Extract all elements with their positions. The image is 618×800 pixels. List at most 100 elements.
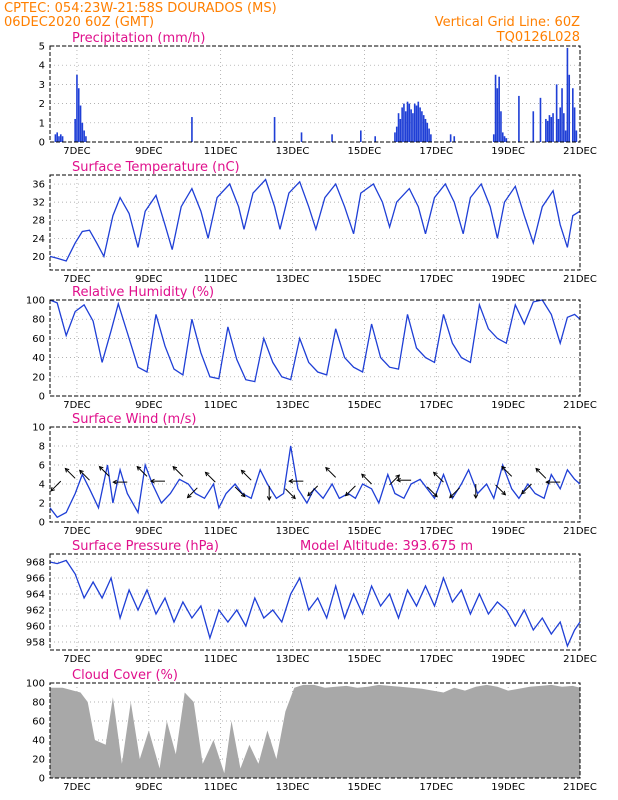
precip-bar (58, 136, 60, 142)
wind-arrow (78, 469, 90, 481)
precip-bar (563, 113, 565, 142)
cloud-xtick-label: 9DEC (135, 782, 162, 793)
precip-bar (428, 128, 430, 142)
wind-ytick-label: 0 (39, 518, 45, 529)
panels: Precipitation (mm/h) 0 1 2 3 4 5 7DEC 9DEC 11DEC 1… (26, 31, 597, 793)
wind-arrow (361, 473, 372, 485)
wind-xtick-label: 7DEC (63, 526, 90, 537)
wind-arrow-shaft (50, 480, 62, 492)
wind-arrow-shaft (521, 483, 532, 495)
precip-bar (498, 76, 500, 142)
wind-arrow-head (240, 469, 246, 475)
wind-arrow-shaft (426, 486, 438, 498)
cloud-ytick-label: 40 (32, 736, 45, 747)
pres-xtick-label: 11DEC (204, 654, 238, 665)
precip-bar (61, 136, 64, 142)
precip-bar (500, 111, 502, 142)
temp-series-line (49, 178, 581, 262)
wind-arrow (288, 478, 304, 484)
temp-xtick-label: 17DEC (419, 274, 453, 285)
cloud-xtick-label: 19DEC (491, 782, 525, 793)
precip-bar (496, 88, 499, 142)
precip-bar (56, 132, 58, 142)
rh-series-line (49, 299, 581, 383)
precip-bar (453, 136, 456, 142)
wind-arrow-shaft (501, 466, 513, 477)
rh-xtick-label: 17DEC (419, 400, 453, 411)
wind-arrow (234, 486, 246, 498)
rh-xtick-label: 15DEC (348, 400, 382, 411)
pres-ytick-label: 960 (26, 622, 45, 633)
rh-ytick-label: 60 (32, 334, 45, 345)
wind-arrow-head (433, 492, 438, 498)
cloud-xtick-label: 21DEC (563, 782, 597, 793)
wind-arrow-head (149, 478, 155, 484)
wind-arrow-shaft (345, 485, 356, 497)
pres-xtick-label: 9DEC (135, 654, 162, 665)
wind-arrow (172, 465, 184, 477)
wind-panel: Surface Wind (m/s) 0 2 4 6 8 10 7DEC 9DEC 11DEC 13… (32, 412, 597, 537)
precip-bar (401, 107, 403, 142)
wind-arrow (64, 467, 76, 479)
precip-bar (557, 118, 560, 142)
wind-ytick-label: 6 (39, 461, 45, 472)
precip-bar (501, 132, 504, 142)
wind-arrow-shaft (205, 471, 216, 483)
precip-bar (505, 138, 508, 142)
header-grid-line: Vertical Grid Line: 60Z (435, 15, 580, 30)
wind-arrow-head (136, 465, 142, 471)
cloud-ytick-label: 20 (32, 755, 45, 766)
wind-arrow-head (50, 486, 55, 492)
wind-arrow (325, 466, 337, 478)
wind-arrow-shaft (307, 485, 319, 497)
pres-xtick-label: 19DEC (491, 654, 525, 665)
wind-arrow (432, 471, 444, 483)
precip-panel: Precipitation (mm/h) 0 1 2 3 4 5 7DEC 9DEC 11DEC 1… (39, 31, 597, 157)
wind-arrow-head (473, 494, 479, 500)
temp-xtick-label: 13DEC (276, 274, 310, 285)
wind-arrow (204, 471, 216, 483)
precip-bar (410, 109, 412, 142)
wind-ytick-label: 4 (39, 480, 45, 491)
precip-bar (532, 111, 535, 142)
wind-arrow-shaft (99, 466, 110, 477)
wind-arrow (285, 488, 296, 500)
temp-ytick-label: 32 (32, 198, 45, 209)
rh-xtick-label: 21DEC (563, 400, 597, 411)
wind-arrow-head (64, 467, 70, 473)
wind-arrow-head (240, 492, 246, 498)
precip-bar (426, 122, 429, 142)
header-model-code: TQ0126L028 (496, 30, 580, 45)
wind-arrow-head (266, 496, 272, 501)
wind-xtick-label: 13DEC (276, 526, 310, 537)
precip-bar (408, 103, 411, 142)
cloud-xtick-label: 17DEC (419, 782, 453, 793)
wind-arrow-shaft (361, 473, 372, 485)
rh-xtick-label: 13DEC (276, 400, 310, 411)
precip-bar (374, 136, 376, 142)
precip-bar (421, 111, 423, 142)
pres-ytick-label: 958 (26, 638, 45, 649)
precip-bar (566, 47, 569, 142)
wind-arrow-shaft (234, 486, 246, 498)
precip-ytick-label: 3 (39, 80, 45, 91)
pres-ytick-label: 966 (26, 574, 45, 585)
rh-panel: Relative Humidity (%) 0 20 40 60 80 100 7DEC 9DE… (26, 285, 597, 411)
wind-arrow-shaft (389, 474, 400, 486)
precip-xtick-label: 17DEC (419, 146, 453, 157)
rh-xtick-label: 11DEC (204, 400, 238, 411)
wind-arrow-head (361, 473, 366, 479)
wind-arrow (186, 487, 198, 499)
precip-bar (395, 126, 398, 142)
precip-ytick-label: 0 (39, 138, 45, 149)
rh-ytick-label: 100 (26, 296, 45, 307)
wind-ytick-label: 10 (32, 423, 45, 434)
cloud-xtick-label: 7DEC (63, 782, 90, 793)
rh-ytick-label: 20 (32, 372, 45, 383)
cloud-xtick-label: 13DEC (276, 782, 310, 793)
wind-arrow (266, 485, 272, 501)
pres-xtick-label: 17DEC (419, 654, 453, 665)
wind-arrow-shaft (79, 470, 90, 481)
wind-arrow (344, 485, 356, 497)
wind-arrow (501, 465, 513, 477)
